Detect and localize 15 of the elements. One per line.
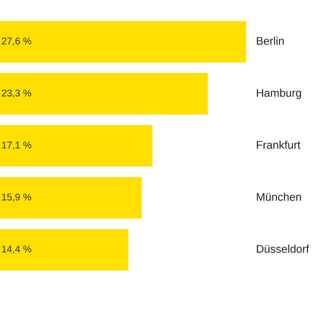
- y-tick-label: Berlin: [256, 36, 284, 45]
- bar: [0, 125, 153, 167]
- y-tick-label: München: [256, 192, 301, 201]
- data-label: 15,9 %: [2, 194, 32, 202]
- y-tick-label: Hamburg: [256, 88, 301, 100]
- bar: [0, 21, 246, 63]
- y-tick-label: Düsseldorf: [256, 244, 310, 253]
- data-label: 27,6 %: [2, 38, 32, 46]
- bar: [0, 73, 208, 115]
- data-label: 23,3 %: [2, 90, 32, 98]
- bar: [0, 229, 128, 271]
- y-tick-label: Frankfurt: [256, 140, 300, 149]
- bar: [0, 177, 142, 219]
- data-label: 17,1 %: [2, 142, 32, 150]
- data-label: 14,4 %: [2, 246, 32, 254]
